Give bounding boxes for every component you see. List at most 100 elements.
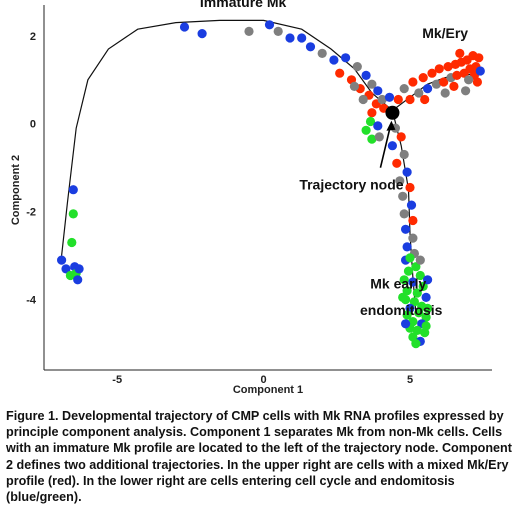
y-tick-label: -4 [26,295,37,307]
cell-point-grey [431,79,441,89]
cell-point-grey [395,176,405,186]
cell-point-green [365,116,376,127]
cell-point-blue [264,20,275,30]
cell-point-green [409,297,419,307]
cell-point-red [434,64,444,74]
cell-point-blue [329,55,339,65]
cell-point-grey [415,255,425,265]
cell-point-blue [61,264,71,274]
x-tick-label: 0 [261,374,267,386]
cell-point-grey [374,132,384,142]
cell-point-green [414,308,424,318]
cell-point-red [405,182,415,193]
cell-point-blue [73,275,83,285]
cell-point-blue [305,42,316,52]
cell-point-red [439,77,449,87]
cell-point-grey [399,84,409,94]
cell-point-red [455,48,465,59]
cell-point-red [396,132,406,142]
cell-point-red [418,73,428,83]
cell-point-grey [349,81,359,91]
cell-point-blue [421,292,431,302]
cell-point-blue [297,33,307,43]
node-pointer-arrow-line [379,125,392,168]
cell-point-green [423,303,433,313]
cell-point-blue [68,185,78,195]
cell-point-blue [74,264,84,274]
cell-point-red [367,108,377,118]
cell-point-red [420,94,430,105]
cell-point-blue [406,200,417,210]
cell-point-grey [367,79,377,89]
cell-point-grey [273,26,283,36]
cell-point-red [474,53,484,63]
x-axis-title: Component 1 [233,384,303,396]
cell-point-green [402,310,412,320]
cell-point-green [411,262,421,272]
cell-point-grey [399,149,409,160]
annotation-label: Immature Mk [200,0,287,10]
cell-point-red [335,68,345,78]
y-tick-label: -2 [26,207,36,219]
cell-point-green [412,325,422,335]
x-tick-label: -5 [112,374,122,386]
cell-point-blue [387,141,397,151]
annotation-label: endomitosis [360,302,443,318]
cell-point-blue [423,275,433,285]
cell-point-red [392,158,402,168]
figure-caption: Figure 1. Developmental trajectory of CM… [6,409,512,505]
cell-point-grey [377,94,387,105]
cell-point-red [472,77,482,87]
cell-point-green [67,237,77,248]
cell-point-red [452,70,462,80]
cell-point-blue [401,224,411,234]
y-tick-label: 2 [30,31,36,43]
annotation-label: Trajectory node [299,177,403,193]
cell-point-blue [384,92,395,102]
cell-point-green [421,312,431,322]
cell-point-blue [197,28,207,39]
cell-point-grey [244,26,254,36]
cell-point-blue [361,70,371,80]
cell-point-green [418,281,428,291]
cell-point-grey [317,48,327,59]
cell-point-red [393,94,403,105]
cell-point-grey [414,88,424,98]
node-pointer-arrowhead [386,120,396,131]
trajectory-line-main [61,19,393,256]
cell-point-green [415,270,425,281]
cell-point-red [443,62,453,72]
cell-point-grey [398,191,408,201]
cell-point-green [68,209,78,219]
trajectory-scatter-chart: -5 0 5 2 0 -2 -4 Immature Mk Mk/Ery Trajectory n… [10,0,492,396]
y-axis-title: Component 2 [10,155,22,225]
cell-point-blue [402,167,412,177]
x-tick-label: 5 [407,374,413,386]
cell-point-green [412,288,422,298]
cell-point-green [361,125,371,135]
cell-point-grey [358,94,368,105]
cell-point-blue [57,255,67,265]
cell-point-green [402,286,412,296]
cell-point-green [367,134,377,144]
cell-point-grey [352,62,362,72]
annotations: Immature Mk Mk/Ery Trajectory node Mk early… [200,0,468,318]
cell-point-grey [399,209,409,219]
cell-point-grey [440,88,450,98]
axes [43,5,492,371]
annotation-label: Mk early [370,276,426,292]
cell-point-blue [475,66,485,76]
y-tick-label: 0 [30,119,36,131]
cell-point-red [449,81,459,91]
cell-point-blue [401,319,411,329]
cell-point-green [405,253,415,263]
cell-points [57,20,485,349]
cell-point-blue [408,277,418,287]
cell-point-grey [461,86,471,96]
cell-point-green [411,339,421,349]
cell-point-red [408,77,418,87]
tick-labels: -5 0 5 2 0 -2 -4 [26,31,413,386]
cell-point-red [408,215,418,226]
cell-point-blue [341,53,351,63]
trajectory-node-marker [385,105,400,120]
